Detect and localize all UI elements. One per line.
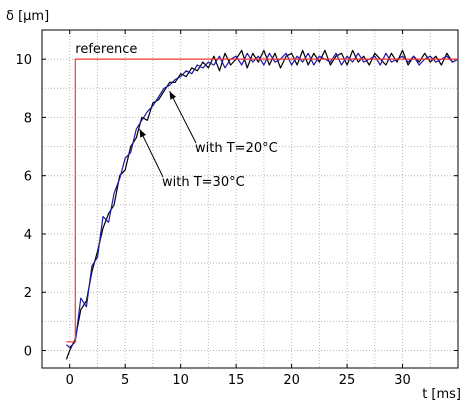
x-axis-label: t [ms] xyxy=(422,387,461,402)
annotation-arrowhead-20c xyxy=(169,91,177,100)
x-tick-label: 10 xyxy=(172,373,189,388)
y-tick-label: 2 xyxy=(24,286,32,301)
annotation-arrow-30c xyxy=(139,128,164,178)
axis-ticks: 0 5 10 15 20 25 30 0 2 4 6 8 10 xyxy=(15,30,458,388)
y-tick-label: 8 xyxy=(24,111,32,126)
y-axis-label: δ [µm] xyxy=(6,9,49,24)
x-tick-label: 5 xyxy=(121,373,129,388)
annotations: reference with T=20°C with T=30°C xyxy=(75,42,277,190)
x-tick-label: 15 xyxy=(228,373,245,388)
series-line-reference xyxy=(66,58,458,343)
annotation-arrowhead-30c xyxy=(139,129,147,138)
series-line-with-t-30-c xyxy=(65,49,459,360)
annotation-with-t30: with T=30°C xyxy=(162,175,245,190)
series-line-with-t-20-c xyxy=(66,52,459,349)
x-tick-label: 0 xyxy=(66,373,74,388)
plot-frame xyxy=(41,29,459,369)
grid xyxy=(42,30,458,368)
y-tick-label: 10 xyxy=(15,53,32,68)
series-lines xyxy=(65,49,459,360)
y-tick-label: 6 xyxy=(24,170,32,185)
y-tick-label: 0 xyxy=(24,345,32,360)
y-tick-label: 4 xyxy=(24,228,32,243)
x-tick-label: 30 xyxy=(394,373,411,388)
x-tick-label: 20 xyxy=(283,373,300,388)
annotation-arrow-20c xyxy=(169,90,197,144)
annotation-reference: reference xyxy=(75,42,137,57)
x-tick-label: 25 xyxy=(339,373,356,388)
annotation-with-t20: with T=20°C xyxy=(195,141,278,156)
